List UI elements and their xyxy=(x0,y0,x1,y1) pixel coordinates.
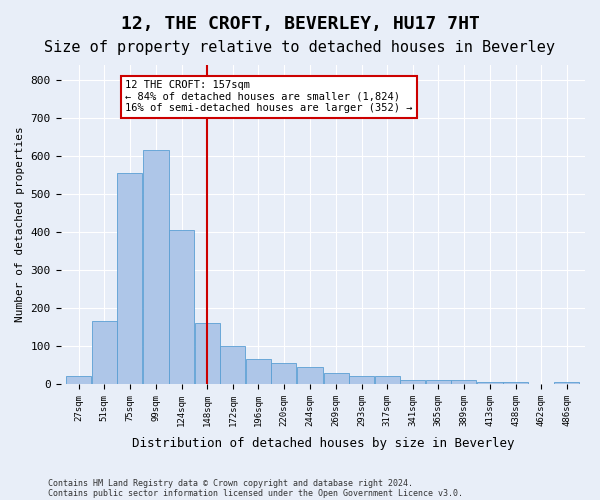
Bar xyxy=(477,382,503,384)
Bar xyxy=(425,380,451,384)
Bar xyxy=(374,376,400,384)
Bar xyxy=(92,322,116,384)
Bar xyxy=(66,376,91,384)
Bar xyxy=(169,230,194,384)
Bar xyxy=(143,150,169,384)
Bar xyxy=(503,382,529,384)
Bar xyxy=(323,372,349,384)
Bar xyxy=(195,323,220,384)
Y-axis label: Number of detached properties: Number of detached properties xyxy=(15,126,25,322)
Bar xyxy=(349,376,374,384)
Text: Size of property relative to detached houses in Beverley: Size of property relative to detached ho… xyxy=(44,40,556,55)
Bar xyxy=(246,359,271,384)
Bar xyxy=(554,382,580,384)
Text: Contains public sector information licensed under the Open Government Licence v3: Contains public sector information licen… xyxy=(48,488,463,498)
Bar xyxy=(220,346,245,384)
Bar xyxy=(271,363,296,384)
Bar xyxy=(297,367,323,384)
Bar xyxy=(400,380,425,384)
X-axis label: Distribution of detached houses by size in Beverley: Distribution of detached houses by size … xyxy=(131,437,514,450)
Text: 12, THE CROFT, BEVERLEY, HU17 7HT: 12, THE CROFT, BEVERLEY, HU17 7HT xyxy=(121,15,479,33)
Bar xyxy=(451,380,476,384)
Text: 12 THE CROFT: 157sqm
← 84% of detached houses are smaller (1,824)
16% of semi-de: 12 THE CROFT: 157sqm ← 84% of detached h… xyxy=(125,80,413,114)
Text: Contains HM Land Registry data © Crown copyright and database right 2024.: Contains HM Land Registry data © Crown c… xyxy=(48,478,413,488)
Bar xyxy=(117,173,142,384)
